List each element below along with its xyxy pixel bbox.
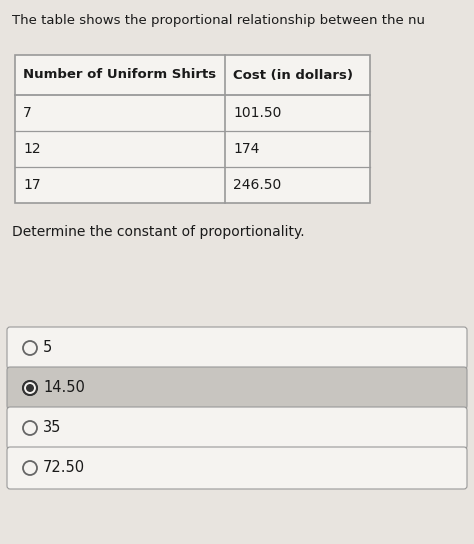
FancyBboxPatch shape — [15, 55, 370, 203]
Circle shape — [26, 384, 34, 392]
Text: Determine the constant of proportionality.: Determine the constant of proportionalit… — [12, 225, 305, 239]
Text: Cost (in dollars): Cost (in dollars) — [233, 69, 353, 82]
Text: 101.50: 101.50 — [233, 106, 282, 120]
Circle shape — [23, 381, 37, 395]
Circle shape — [23, 461, 37, 475]
Text: The table shows the proportional relationship between the nu: The table shows the proportional relatio… — [12, 14, 425, 27]
Text: Number of Uniform Shirts: Number of Uniform Shirts — [23, 69, 216, 82]
Text: 246.50: 246.50 — [233, 178, 281, 192]
Circle shape — [23, 421, 37, 435]
FancyBboxPatch shape — [7, 407, 467, 449]
Text: 72.50: 72.50 — [43, 461, 85, 475]
FancyBboxPatch shape — [7, 367, 467, 409]
Text: 35: 35 — [43, 421, 61, 436]
Text: 7: 7 — [23, 106, 32, 120]
FancyBboxPatch shape — [7, 327, 467, 369]
Text: 17: 17 — [23, 178, 41, 192]
Circle shape — [23, 341, 37, 355]
Text: 174: 174 — [233, 142, 259, 156]
FancyBboxPatch shape — [7, 447, 467, 489]
Circle shape — [23, 381, 37, 395]
Text: 12: 12 — [23, 142, 41, 156]
Text: 14.50: 14.50 — [43, 380, 85, 395]
Text: 5: 5 — [43, 341, 52, 355]
